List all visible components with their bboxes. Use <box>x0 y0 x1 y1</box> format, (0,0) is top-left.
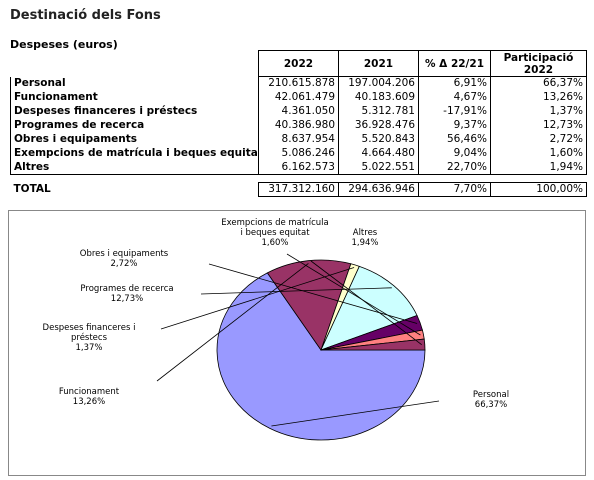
spacer-cell <box>11 175 587 183</box>
cell-v2022: 4.361.050 <box>258 104 339 119</box>
cell-v2021: 197.004.206 <box>338 76 419 91</box>
pie-label-line: Exempcions de matrícula <box>221 218 328 228</box>
expenses-table: 2022 2021 % Δ 22/21 Participació 2022 Pe… <box>10 50 587 197</box>
row-label: Altres <box>10 160 259 175</box>
pie-label-2: Funcionament 13,26% <box>59 387 120 407</box>
pie-label-3: Despeses financeres i préstecs 1,37% <box>43 323 136 353</box>
cell-delta: -17,91% <box>418 104 491 119</box>
table-row: Altres 6.162.573 5.022.551 22,70% 1,94% <box>10 160 587 175</box>
pie-label-line: 1,37% <box>75 343 102 353</box>
leader-line-4 <box>200 287 392 295</box>
table-header-row: 2022 2021 % Δ 22/21 Participació 2022 <box>10 50 587 77</box>
table-body: Personal 210.615.878 197.004.206 6,91% 66,37… <box>10 76 587 197</box>
pie-slice-2 <box>266 259 352 351</box>
cell-share: 1,37% <box>490 104 587 119</box>
row-label: Exempcions de matrícula i beques equitat <box>10 146 259 161</box>
pie-label-line: 2,72% <box>110 259 137 269</box>
pie-label-line: 1,94% <box>351 238 378 248</box>
row-label: Despeses financeres i préstecs <box>10 104 259 119</box>
cell-delta: 56,46% <box>418 132 491 147</box>
leader-line-3 <box>160 267 355 330</box>
cell-v2021: 5.520.843 <box>338 132 419 147</box>
cell-v2022: 40.386.980 <box>258 118 339 133</box>
table-caption: Despeses (euros) <box>10 38 118 51</box>
leader-line-2 <box>156 263 309 382</box>
table-row: Funcionament 42.061.479 40.183.609 4,67% 13,… <box>10 90 587 105</box>
header-share: Participació 2022 <box>490 50 587 77</box>
cell-share: 1,60% <box>490 146 587 161</box>
cell-v2021: 36.928.476 <box>338 118 419 133</box>
cell-delta: 22,70% <box>418 160 491 175</box>
pie-label-1: Personal 66,37% <box>473 390 509 410</box>
pie-chart: Personal 66,37% Funcionament 13,26% Despeses… <box>43 218 509 441</box>
cell-v2021: 4.664.480 <box>338 146 419 161</box>
pie-slice-7 <box>320 338 426 351</box>
pie-label-line: Funcionament <box>59 387 120 397</box>
header-delta: % Δ 22/21 <box>418 50 491 77</box>
pie-label-5: Obres i equipaments 2,72% <box>80 249 169 269</box>
table-row: Obres i equipaments 8.637.954 5.520.843 56,… <box>10 132 587 147</box>
total-label: TOTAL <box>13 183 51 195</box>
pie-label-line: Despeses financeres i <box>43 323 136 333</box>
pie-label-line: Obres i equipaments <box>80 249 169 259</box>
row-label: Obres i equipaments <box>10 132 259 147</box>
cell-share: 13,26% <box>490 90 587 105</box>
row-label: Funcionament <box>10 90 259 105</box>
pie-chart-panel: Personal 66,37% Funcionament 13,26% Despeses… <box>8 210 586 476</box>
pie-slice-4 <box>320 265 418 351</box>
total-v2022: 317.312.160 <box>258 182 339 197</box>
cell-v2021: 5.312.781 <box>338 104 419 119</box>
pie-label-line: 1,60% <box>261 238 288 248</box>
header-blank <box>10 50 259 77</box>
total-delta: 7,70% <box>418 182 491 197</box>
pie-label-line: préstecs <box>71 332 108 343</box>
pie-label-line: Personal <box>473 390 509 400</box>
cell-delta: 6,91% <box>418 76 491 91</box>
pie-label-line: 12,73% <box>111 294 143 304</box>
cell-delta: 9,04% <box>418 146 491 161</box>
cell-delta: 4,67% <box>418 90 491 105</box>
cell-v2021: 40.183.609 <box>338 90 419 105</box>
cell-share: 2,72% <box>490 132 587 147</box>
total-v2021: 294.636.946 <box>338 182 419 197</box>
row-label: Personal <box>10 76 259 91</box>
pie-label-6: Exempcions de matrícula i beques equitat 1… <box>221 218 328 248</box>
cell-delta: 9,37% <box>418 118 491 133</box>
header-2022: 2022 <box>258 50 339 77</box>
cell-share: 1,94% <box>490 160 587 175</box>
cell-share: 66,37% <box>490 76 587 91</box>
pie-label-7: Altres 1,94% <box>351 228 378 248</box>
row-label: Programes de recerca <box>10 118 259 133</box>
page-title: Destinació dels Fons <box>10 8 161 23</box>
leader-line-7 <box>310 260 422 346</box>
pie-label-line: i beques equitat <box>240 228 310 238</box>
cell-share: 12,73% <box>490 118 587 133</box>
pie-label-4: Programes de recerca 12,73% <box>80 284 173 304</box>
cell-v2022: 42.061.479 <box>258 90 339 105</box>
header-2021: 2021 <box>338 50 419 77</box>
total-share: 100,00% <box>490 182 587 197</box>
cell-v2022: 8.637.954 <box>258 132 339 147</box>
cell-v2022: 210.615.878 <box>258 76 339 91</box>
total-row: TOTAL 317.312.160 294.636.946 7,70% 100,00% <box>11 182 587 197</box>
pie-slice-1 <box>216 272 426 441</box>
table-row: Personal 210.615.878 197.004.206 6,91% 66,37… <box>10 76 587 91</box>
table-row: Exempcions de matrícula i beques equitat… <box>10 146 587 161</box>
leader-line-1 <box>271 400 440 427</box>
table-spacer <box>11 175 587 183</box>
cell-v2022: 6.162.573 <box>258 160 339 175</box>
pie-label-line: 66,37% <box>475 400 507 410</box>
leader-line-6 <box>286 253 421 336</box>
pie-label-line: Programes de recerca <box>80 284 173 294</box>
table-row: Despeses financeres i préstecs 4.361.050 5… <box>10 104 587 119</box>
cell-v2022: 5.086.246 <box>258 146 339 161</box>
cell-v2021: 5.022.551 <box>338 160 419 175</box>
table-row: Programes de recerca 40.386.980 36.928.476… <box>10 118 587 133</box>
pie-label-line: Altres <box>353 228 378 238</box>
leader-line-5 <box>208 263 418 324</box>
pie-label-line: 13,26% <box>73 397 105 407</box>
